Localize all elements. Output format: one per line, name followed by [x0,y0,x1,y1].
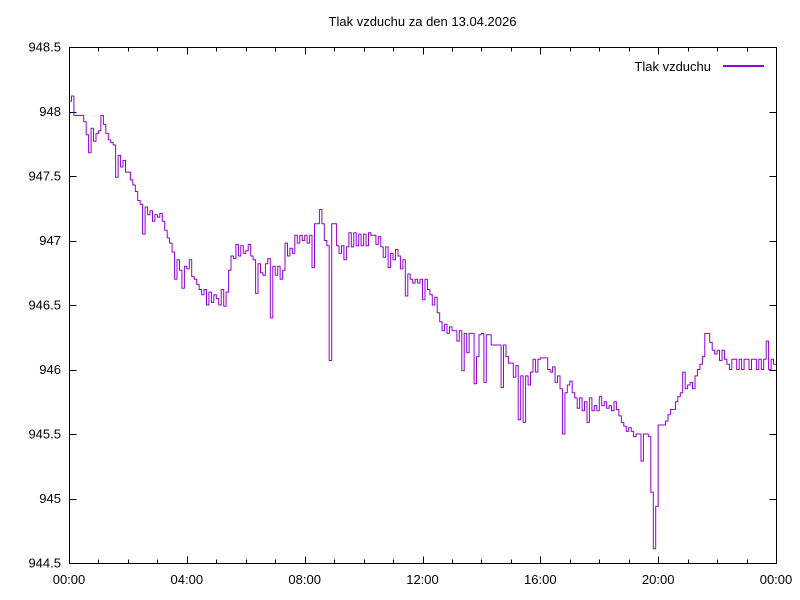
axis-ticks [69,47,777,564]
x-axis-tick-label: 00:00 [53,572,86,587]
x-axis-tick-label: 20:00 [642,572,675,587]
legend-line-sample [723,65,764,67]
y-axis-tick-label: 948 [39,104,61,119]
chart-title: Tlak vzduchu za den 13.04.2026 [328,14,517,29]
pressure-series-line [69,95,776,550]
y-axis-tick-label: 946 [39,362,61,377]
x-axis-tick-label: 08:00 [288,572,321,587]
plot-frame [69,47,777,564]
y-axis-tick-label: 947 [39,233,61,248]
y-axis-tick-label: 946.5 [28,298,61,313]
y-axis-tick-label: 947.5 [28,169,61,184]
x-axis-tick-label: 04:00 [171,572,204,587]
legend-label: Tlak vzduchu [634,58,711,74]
y-axis-tick-label: 945.5 [28,427,61,442]
y-axis-tick-label: 948.5 [28,40,61,55]
x-axis-tick-label: 16:00 [524,572,557,587]
x-axis-tick-label: 12:00 [406,572,439,587]
x-axis-tick-label: 00:00 [760,572,793,587]
y-axis-tick-label: 945 [39,491,61,506]
legend: Tlak vzduchu [634,58,764,74]
y-axis-tick-label: 944.5 [28,556,61,571]
